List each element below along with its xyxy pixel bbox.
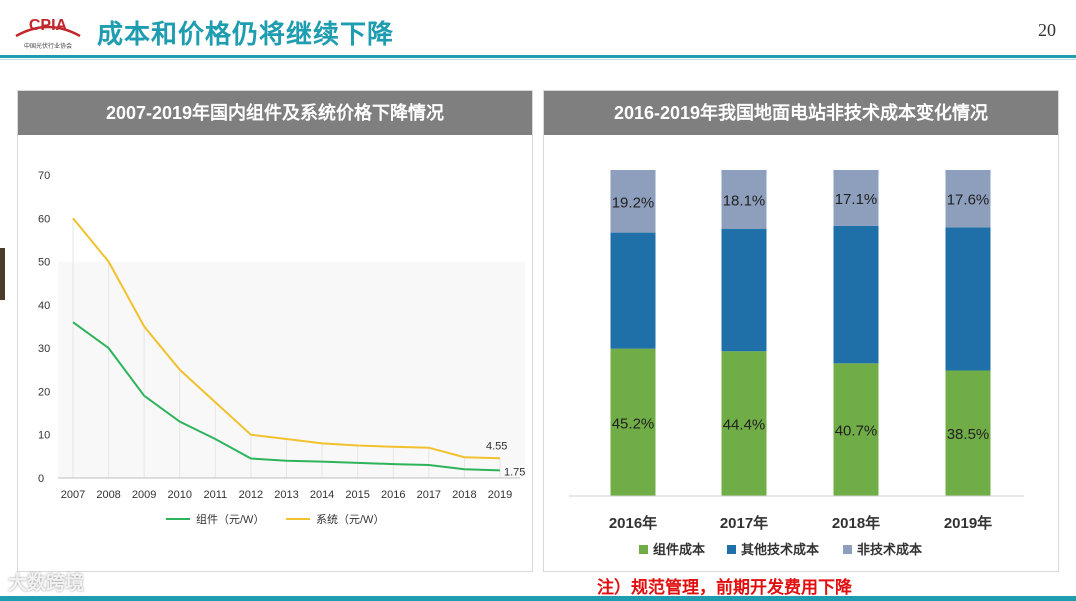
header-divider (0, 55, 1076, 58)
data-label: 38.5% (947, 426, 990, 443)
legend-label: 组件（元/W） (196, 512, 264, 526)
x-tick-label: 2013 (274, 489, 298, 501)
header-divider-thin (0, 59, 1076, 60)
page-title: 成本和价格仍将继续下降 (97, 19, 395, 49)
bar-segment (721, 229, 767, 352)
legend-swatch (639, 545, 648, 554)
bar-chart-panel: 2016-2019年我国地面电站非技术成本变化情况 45.2% 19.2% 2016… (543, 90, 1059, 572)
data-label: 17.1% (835, 191, 878, 208)
bar-segment (610, 170, 656, 233)
line-chart-panel: 2007-2019年国内组件及系统价格下降情况 0 10 20 30 40 50 60 70 2… (17, 90, 533, 572)
end-label-system: 4.55 (486, 440, 507, 452)
page-number: 20 (1038, 20, 1056, 40)
footer-note: 注）规范管理，前期开发费用下降 (597, 578, 852, 597)
y-tick-label: 70 (38, 170, 50, 182)
data-label: 17.6% (947, 192, 990, 209)
line-chart: 0 10 20 30 40 50 60 70 2007 2008 2009 2010 2011 2012 2… (38, 170, 525, 526)
x-tick-label: 2019年 (944, 514, 992, 532)
logo-text: CPIA (29, 17, 68, 34)
bar-segment (610, 348, 656, 496)
bottom-bar (0, 596, 1076, 601)
x-tick-label: 2011 (204, 489, 228, 501)
bar-segment (833, 225, 879, 364)
line-chart-title: 2007-2019年国内组件及系统价格下降情况 (18, 91, 532, 135)
series-line-module (72, 321, 501, 472)
slide-header: CPIA 中国光伏行业协会 成本和价格仍将继续下降 20 (0, 0, 1076, 58)
bar-segment (833, 363, 879, 496)
bar-segment (945, 370, 991, 496)
x-tick-label: 2008 (96, 489, 120, 501)
y-tick-label: 0 (38, 473, 44, 485)
cpia-logo: CPIA 中国光伏行业协会 (15, 17, 81, 50)
bar-segment (721, 170, 767, 230)
legend-label: 非技术成本 (857, 542, 922, 557)
y-tick-label: 50 (38, 257, 50, 269)
bar-segment (833, 170, 879, 226)
bar-segment (610, 232, 656, 349)
x-tick-label: 2007 (61, 489, 85, 501)
series-line-system (72, 217, 501, 460)
bar-chart-title: 2016-2019年我国地面电站非技术成本变化情况 (544, 91, 1058, 135)
x-tick-label: 2012 (239, 489, 263, 501)
legend-swatch (843, 545, 852, 554)
x-tick-label: 2015 (345, 489, 369, 501)
x-tick-label: 2017年 (720, 514, 768, 532)
x-tick-label: 2014 (310, 489, 334, 501)
edge-mark (0, 248, 5, 300)
data-label: 19.2% (612, 194, 655, 211)
plot-background (58, 261, 525, 478)
legend-label: 系统（元/W） (316, 513, 384, 526)
legend-label: 组件成本 (653, 542, 705, 557)
x-tick-label: 2016 (381, 489, 405, 501)
x-tick-label: 2018年 (832, 514, 880, 532)
bar-segment (721, 351, 767, 496)
y-tick-label: 30 (38, 343, 50, 355)
x-tick-label: 2017 (417, 489, 441, 501)
stacked-bar-chart: 45.2% 19.2% 2016年 44.4% 18.1% 2017年 40.7% 17.1%… (569, 170, 1024, 557)
watermark: 大数跨境 (8, 573, 85, 594)
data-label: 45.2% (612, 415, 655, 432)
x-tick-label: 2016年 (609, 514, 657, 532)
y-tick-label: 20 (38, 386, 50, 398)
x-tick-label: 2009 (132, 489, 156, 501)
legend-label: 其他技术成本 (741, 542, 819, 557)
bar-segment (945, 170, 991, 228)
bar-segment (945, 227, 991, 371)
y-tick-label: 40 (38, 300, 50, 312)
x-tick-label: 2010 (168, 489, 192, 501)
data-label: 18.1% (723, 193, 766, 210)
x-tick-label: 2019 (488, 489, 512, 501)
y-tick-label: 10 (38, 430, 50, 442)
data-label: 40.7% (835, 423, 878, 440)
x-tick-label: 2018 (452, 489, 476, 501)
legend-swatch (727, 545, 736, 554)
logo-subtext: 中国光伏行业协会 (24, 42, 72, 50)
data-label: 44.4% (723, 417, 766, 434)
y-tick-label: 60 (38, 213, 50, 225)
end-label-module: 1.75 (504, 466, 525, 478)
